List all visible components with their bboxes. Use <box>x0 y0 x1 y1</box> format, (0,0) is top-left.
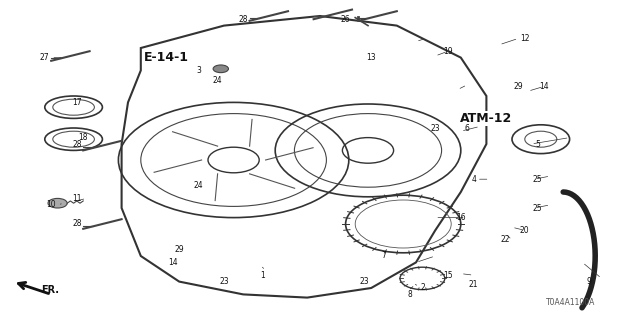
Text: 21: 21 <box>469 280 478 289</box>
Text: 9: 9 <box>586 277 591 286</box>
Text: 16: 16 <box>456 213 466 222</box>
Text: 13: 13 <box>366 53 376 62</box>
Text: 22: 22 <box>501 236 510 244</box>
Text: 28: 28 <box>72 220 81 228</box>
Text: 18: 18 <box>79 133 88 142</box>
Text: 10: 10 <box>46 200 56 209</box>
Text: 25: 25 <box>532 175 543 184</box>
Text: 7: 7 <box>381 252 387 260</box>
Text: E-14-1: E-14-1 <box>144 51 189 64</box>
Text: 23: 23 <box>219 277 229 286</box>
Text: 14: 14 <box>539 82 549 91</box>
Text: ATM-12: ATM-12 <box>460 112 513 125</box>
Text: 25: 25 <box>532 204 543 212</box>
Text: 1: 1 <box>260 271 265 280</box>
Text: 11: 11 <box>72 194 81 203</box>
Text: 2: 2 <box>420 284 425 292</box>
Circle shape <box>48 198 67 208</box>
Text: 8: 8 <box>407 290 412 299</box>
Text: 24: 24 <box>212 76 223 84</box>
Text: 17: 17 <box>72 98 82 107</box>
Text: 5: 5 <box>535 140 540 148</box>
Text: 4: 4 <box>471 175 476 184</box>
Text: 23: 23 <box>430 124 440 132</box>
Text: 29: 29 <box>513 82 524 91</box>
Text: 14: 14 <box>168 258 178 267</box>
Text: 26: 26 <box>340 15 351 24</box>
Text: 3: 3 <box>196 66 201 75</box>
Text: 28: 28 <box>239 15 248 24</box>
Text: 27: 27 <box>40 53 50 62</box>
Text: 12: 12 <box>520 34 529 43</box>
Text: 19: 19 <box>443 47 453 56</box>
Text: 29: 29 <box>174 245 184 254</box>
Text: 28: 28 <box>72 140 81 148</box>
Text: 15: 15 <box>443 271 453 280</box>
Circle shape <box>213 65 228 73</box>
Text: 20: 20 <box>520 226 530 235</box>
Text: T0A4A1100A: T0A4A1100A <box>546 298 595 307</box>
Text: 24: 24 <box>193 181 204 190</box>
Text: FR.: FR. <box>42 284 60 295</box>
Text: 23: 23 <box>360 277 370 286</box>
Text: 6: 6 <box>465 124 470 132</box>
